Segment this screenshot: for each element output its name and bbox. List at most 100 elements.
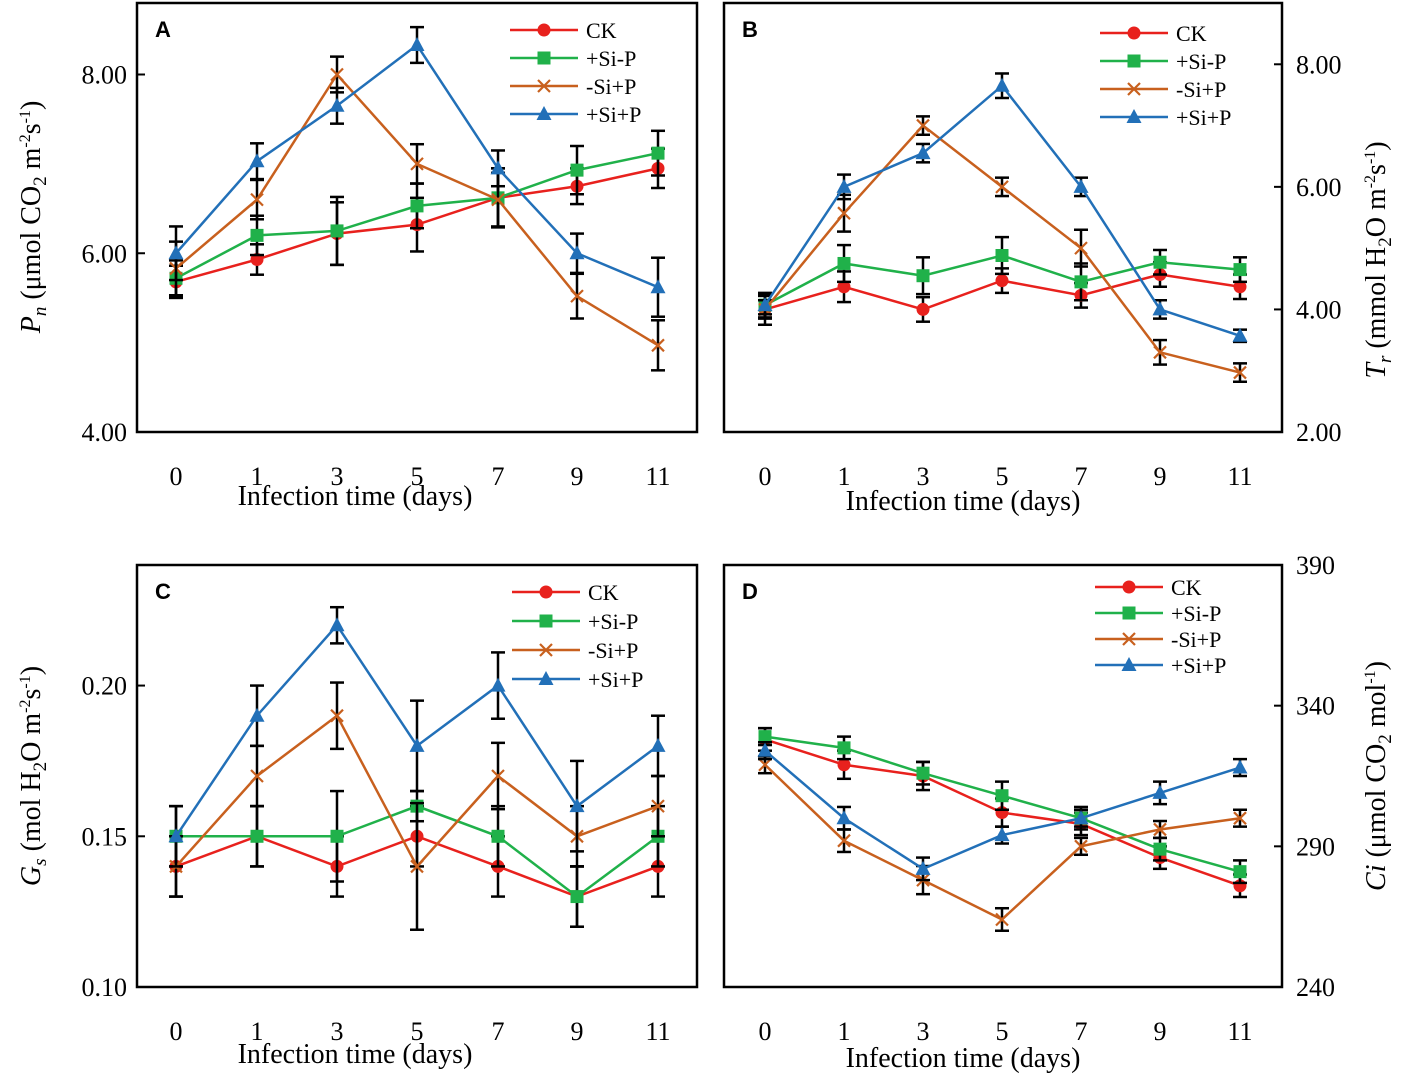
legend-item: -Si+P [510,74,636,99]
legend-label: CK [588,580,619,605]
y-axis-label: Ci (μmol CO2 mol-1) [1361,661,1396,891]
legend-marker [1127,54,1141,68]
data-point [491,192,505,207]
data-point [837,256,851,270]
data-point [837,741,851,755]
data-point [651,338,665,353]
data-point [995,180,1009,194]
data-point [168,245,184,260]
series-plusminus-siplusminus-p [757,740,1248,882]
data-point [409,37,425,52]
data-point [168,828,184,843]
series-minus-siplusminus-p [758,755,1247,932]
legend-label: CK [1176,21,1207,46]
x-tick-label: 11 [1227,462,1252,491]
data-point [330,829,344,843]
y-tick-label: 290 [1296,832,1335,861]
legend-item: +Si-P [512,609,638,634]
x-tick-label: 0 [759,462,772,491]
data-point [757,742,773,757]
data-point [1233,263,1247,277]
data-point [916,302,930,316]
panel-letter: C [155,579,171,604]
data-point [1152,784,1168,799]
series-ck [758,726,1247,899]
panel-letter: B [742,17,758,42]
plot-frame [722,1,1284,434]
legend-marker [539,643,553,657]
legend-item: CK [512,580,619,605]
data-point [410,859,424,874]
data-point [490,677,506,692]
legend: CK +Si-P -Si+P +Si+P [1100,21,1231,130]
legend-item: +Si-P [1095,601,1221,626]
x-tick-label: 11 [1227,1017,1252,1046]
data-point [650,737,666,752]
legend-marker [1127,82,1141,96]
plot-frame [135,563,699,989]
legend-label: +Si-P [1171,601,1221,626]
data-point [410,157,424,171]
x-tick-label: 0 [759,1017,772,1046]
x-axis-label: Infection time (days) [238,481,473,512]
data-point [1074,839,1088,854]
data-point [1153,345,1167,360]
panel-d: 240 290 340 390 0 1 3 5 7 9 11 Infection time (days… [722,551,1396,1074]
series-plusminus-siplusminus-p [757,72,1248,344]
series-plusminus-siminus-p [169,129,665,298]
y-tick-label: 390 [1296,551,1335,580]
x-tick-label: 11 [645,1017,670,1046]
data-point [758,757,772,772]
y-tick-label: 240 [1296,973,1335,1002]
x-tick-label: 5 [411,1017,424,1046]
x-tick-label: 0 [170,462,183,491]
x-tick-label: 0 [170,1017,183,1046]
legend-item: +Si+P [1095,653,1226,678]
data-point [994,77,1010,92]
legend-label: -Si+P [1171,627,1221,652]
legend-label: +Si+P [1171,653,1226,678]
data-point [837,758,851,772]
data-point [1153,255,1167,269]
data-point [837,280,851,294]
y-tick-label: 4.00 [82,418,128,447]
data-point [1073,178,1089,193]
legend-label: +Si+P [1176,105,1231,130]
y-axis-label: Gs (mol H2O m-2s-1) [16,666,51,886]
legend-label: -Si+P [588,638,638,663]
legend-item: +Si+P [1100,105,1231,130]
y-tick-label: 6.00 [1296,173,1342,202]
data-point [329,97,345,112]
y-axis-label: Pn (μmol CO2 m-2s-1) [16,101,51,335]
series-plusminus-siplusminus-p [168,605,666,868]
data-point [1233,865,1247,879]
data-point [994,827,1010,842]
legend-marker [1122,580,1136,594]
series-plusminus-siminus-p [758,726,1247,885]
data-point [915,860,931,875]
legend-label: -Si+P [586,74,636,99]
legend-marker [539,585,553,599]
legend-label: CK [586,18,617,43]
data-point [570,289,584,303]
legend-marker [1122,632,1136,646]
data-point [330,224,344,238]
data-point [1074,275,1088,289]
data-point [1232,327,1248,342]
x-tick-label: 7 [1075,1017,1088,1046]
data-point [651,799,665,813]
data-point [409,737,425,752]
x-tick-label: 9 [1154,1017,1167,1046]
legend-label: +Si+P [588,667,643,692]
x-tick-label: 1 [838,1017,851,1046]
data-point [995,912,1009,927]
legend-item: -Si+P [1100,77,1226,102]
panel-c: 0.10 0.15 0.20 0 1 3 5 7 9 11 Infection time (days… [16,563,699,1070]
data-point [250,829,264,843]
x-tick-label: 5 [996,1017,1009,1046]
y-tick-label: 0.15 [82,822,128,851]
legend: CK +Si-P -Si+P +Si+P [512,580,643,692]
data-point [836,810,852,825]
x-tick-label: 3 [917,1017,930,1046]
series-plusminus-siminus-p [758,235,1247,319]
